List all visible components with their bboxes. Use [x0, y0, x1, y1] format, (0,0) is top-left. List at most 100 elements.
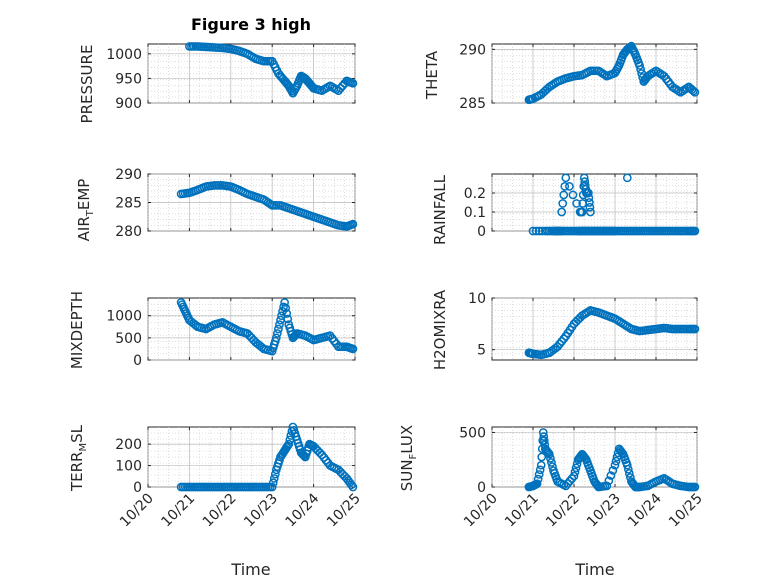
data-point	[649, 324, 659, 334]
data-point	[323, 331, 333, 341]
data-point	[534, 350, 544, 359]
data-point	[533, 474, 543, 484]
data-point	[323, 82, 333, 92]
y-tick-label: 0	[477, 480, 486, 496]
x-tick-label: 10/25	[324, 491, 364, 531]
sun-flux-ylabel: SUNFLUX	[398, 425, 419, 491]
data-point	[332, 220, 341, 229]
data-point	[338, 469, 347, 479]
data-point	[559, 334, 569, 344]
data-point	[558, 199, 568, 208]
y-tick-label: 500	[115, 331, 142, 347]
y-tick-label: 500	[459, 425, 486, 441]
data-point	[543, 447, 552, 456]
data-point	[565, 476, 575, 486]
data-point	[307, 334, 316, 344]
data-point	[531, 226, 541, 236]
data-point	[216, 181, 225, 190]
data-point	[257, 482, 267, 492]
data-point	[649, 226, 659, 236]
pressure-ylabel: PRESSURE	[78, 45, 96, 124]
data-point	[281, 303, 291, 313]
data-point	[606, 471, 616, 480]
data-point	[559, 480, 569, 490]
data-point	[207, 482, 217, 492]
data-point	[290, 331, 300, 340]
data-point	[291, 83, 301, 92]
data-point	[626, 473, 635, 482]
x-tick-label: 10/23	[584, 491, 624, 531]
y-tick-label: 0.2	[464, 186, 486, 202]
data-point	[534, 470, 544, 479]
pressure-panel: PRESSURE 900 950 1000	[78, 42, 358, 124]
data-point	[257, 56, 267, 65]
data-point	[572, 459, 582, 469]
data-point	[623, 464, 633, 474]
data-point	[537, 452, 547, 462]
data-point	[641, 226, 651, 236]
data-point	[636, 65, 645, 74]
y-tick-label: 950	[115, 71, 142, 87]
data-point	[674, 481, 683, 490]
data-point	[611, 456, 621, 466]
figure-title: Figure 3 high	[191, 15, 311, 34]
data-point	[568, 190, 578, 200]
y-tick-label: 285	[459, 96, 486, 112]
mixdepth-ylabel: MIXDEPTH	[68, 291, 86, 369]
air-temp-ylabel: AIRTEMP	[75, 179, 96, 242]
x-tick-label: 10/20	[461, 491, 501, 531]
data-point	[540, 86, 550, 96]
data-point	[531, 479, 541, 489]
data-point	[270, 469, 280, 479]
data-point	[345, 478, 355, 488]
data-point	[608, 466, 618, 475]
data-point	[224, 44, 234, 54]
data-point	[283, 314, 293, 324]
data-point	[565, 182, 574, 191]
terr-msl-panel: TERRMSL 0 100 200 10/20 10/21 10/22 10/23 10/24…	[68, 422, 364, 531]
data-point	[600, 70, 610, 80]
x-tick-label: 10/23	[241, 491, 281, 531]
sun-flux-panel: SUNFLUX 0 500 10/20 10/21 10/22 10/23 10/24 10/…	[398, 425, 706, 531]
data-point	[625, 226, 634, 236]
data-point	[584, 193, 594, 203]
data-point	[347, 480, 356, 490]
data-point	[247, 333, 256, 343]
svg-text:SUNFLUX: SUNFLUX	[398, 425, 419, 491]
data-point	[689, 226, 698, 236]
y-tick-label: 10	[468, 291, 486, 307]
data-point	[604, 476, 614, 486]
data-point	[191, 42, 200, 51]
data-point	[306, 80, 315, 89]
x-tick-label: 10/21	[158, 491, 198, 531]
data-point	[332, 85, 341, 94]
terr-msl-ylabel: TERRMSL	[68, 424, 89, 492]
theta-panel: THETA 285 290	[423, 41, 700, 112]
data-point	[207, 181, 217, 191]
y-tick-label: 0	[133, 480, 142, 496]
data-point	[674, 86, 683, 96]
y-tick-label: 0	[477, 224, 486, 240]
data-point	[561, 173, 571, 183]
y-tick-label: 100	[115, 459, 142, 475]
data-point	[689, 482, 698, 492]
h2omixra-ylabel: H2OMIXRA	[431, 289, 449, 370]
y-tick-label: 0.1	[464, 205, 486, 221]
air-temp-panel: AIRTEMP 280 285 290	[75, 167, 358, 242]
data-point	[338, 81, 347, 91]
data-point	[313, 446, 323, 455]
data-point	[689, 86, 698, 96]
svg-text:TERRMSL: TERRMSL	[68, 424, 89, 492]
data-point	[585, 463, 594, 473]
data-point	[586, 207, 595, 217]
svg-text:AIRTEMP: AIRTEMP	[75, 179, 96, 242]
data-point	[633, 226, 642, 236]
data-point	[232, 482, 242, 492]
y-tick-label: 1000	[106, 309, 142, 325]
data-point	[216, 43, 225, 53]
data-point	[573, 315, 583, 325]
data-point	[625, 469, 634, 478]
data-point	[563, 226, 573, 236]
data-point	[549, 345, 558, 355]
